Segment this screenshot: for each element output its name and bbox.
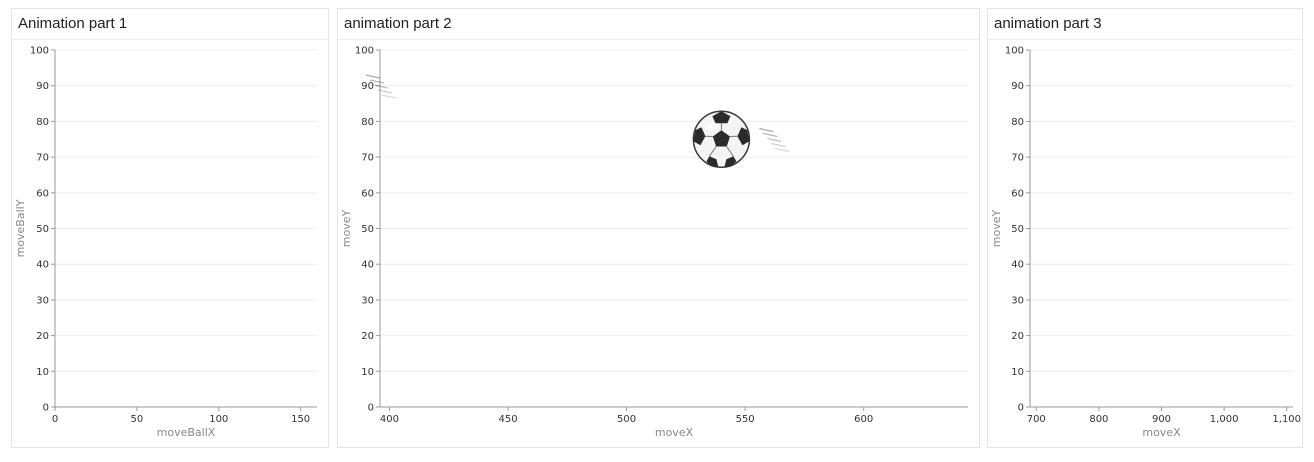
ball-patch — [737, 127, 750, 146]
x-tick-label: 450 — [498, 414, 517, 425]
trail-streak — [763, 132, 778, 138]
motion-trail — [759, 127, 790, 153]
panel-title: animation part 2 — [344, 15, 452, 32]
x-tick-label: 550 — [736, 414, 755, 425]
chart-panel-1: Animation part 1 0 10 20 30 40 50 60 70 80 90 100 0… — [11, 8, 329, 448]
panel-divider — [988, 39, 1302, 40]
trail-streak — [381, 94, 396, 99]
y-tick-label: 90 — [361, 81, 374, 92]
trail-streak — [373, 84, 388, 89]
ball-seam — [709, 146, 717, 157]
x-tick-label: 1,000 — [1210, 414, 1239, 425]
x-tick-label: 600 — [854, 414, 873, 425]
panel-divider — [12, 39, 328, 40]
chart-panel-3: animation part 3 0 10 20 30 40 50 60 70 80 90 100 7… — [987, 8, 1303, 448]
y-tick-label: 0 — [1018, 403, 1024, 414]
trail-streak — [767, 137, 782, 143]
y-tick-label: 20 — [361, 331, 374, 342]
y-tick-label: 50 — [361, 224, 374, 235]
trail-streak — [369, 79, 384, 84]
y-tick-label: 70 — [361, 153, 374, 164]
y-tick-label: 30 — [36, 295, 49, 306]
chart-svg: 0 10 20 30 40 50 60 70 80 90 100 700 800 900 1,000 1,10… — [990, 46, 1301, 440]
chart-svg: 0 10 20 30 40 50 60 70 80 90 100 400 450 500 550 600 mov… — [340, 46, 968, 439]
x-tick-label: 100 — [209, 414, 228, 425]
y-tick-label: 50 — [1011, 224, 1024, 235]
y-tick-label: 40 — [36, 260, 49, 271]
y-tick-label: 60 — [361, 188, 374, 199]
y-axis-title: moveY — [340, 210, 353, 248]
y-tick-label: 90 — [36, 81, 49, 92]
ball-patch — [712, 111, 731, 124]
trail-streak — [771, 142, 786, 148]
ball-highlight — [705, 122, 720, 131]
y-tick-label: 20 — [1011, 331, 1024, 342]
y-tick-label: 10 — [36, 367, 49, 378]
y-tick-label: 60 — [1011, 188, 1024, 199]
x-tick-label: 150 — [291, 414, 310, 425]
y-tick-label: 40 — [1011, 260, 1024, 271]
y-tick-label: 70 — [36, 153, 49, 164]
ball-patch — [693, 127, 706, 146]
x-tick-label: 0 — [52, 414, 58, 425]
ball-patch — [706, 156, 719, 168]
y-axis-title: moveBallY — [14, 199, 27, 257]
y-tick-label: 100 — [30, 46, 49, 57]
panel-title: animation part 3 — [994, 15, 1102, 32]
y-tick-label: 30 — [361, 295, 374, 306]
x-axis-title: moveBallX — [157, 426, 216, 439]
chart-svg: 0 10 20 30 40 50 60 70 80 90 100 0 50 100 150 moveBallX… — [14, 46, 317, 439]
soccer-ball-icon — [692, 110, 751, 168]
x-axis-title: moveX — [1142, 426, 1181, 439]
y-tick-label: 80 — [1011, 117, 1024, 128]
trail-streak — [365, 74, 380, 79]
y-tick-label: 100 — [355, 46, 374, 57]
x-tick-label: 400 — [380, 414, 399, 425]
trail-streak — [377, 89, 392, 94]
ball-patch — [712, 130, 731, 147]
y-tick-label: 60 — [36, 188, 49, 199]
trail-streak — [775, 147, 790, 153]
ball-seam — [726, 146, 734, 157]
panel-title: Animation part 1 — [18, 15, 128, 32]
y-axis-title: moveY — [990, 210, 1003, 248]
x-tick-label: 700 — [1027, 414, 1046, 425]
y-tick-label: 30 — [1011, 295, 1024, 306]
y-tick-label: 80 — [361, 117, 374, 128]
y-tick-label: 40 — [361, 260, 374, 271]
y-tick-label: 100 — [1005, 46, 1024, 57]
y-tick-label: 0 — [43, 403, 49, 414]
y-tick-label: 10 — [361, 367, 374, 378]
y-tick-label: 70 — [1011, 153, 1024, 164]
y-tick-label: 10 — [1011, 367, 1024, 378]
y-tick-label: 0 — [368, 403, 374, 414]
x-tick-label: 1,100 — [1272, 414, 1301, 425]
x-tick-label: 900 — [1152, 414, 1171, 425]
ball-patch — [724, 156, 737, 168]
motion-trail — [365, 74, 396, 99]
y-tick-label: 90 — [1011, 81, 1024, 92]
x-tick-label: 50 — [131, 414, 144, 425]
y-tick-label: 20 — [36, 331, 49, 342]
x-tick-label: 500 — [617, 414, 636, 425]
chart-panel-2: animation part 2 0 10 20 30 40 50 60 70 80 90 100 4… — [337, 8, 980, 448]
panel-divider — [338, 39, 979, 40]
trail-streak — [759, 127, 774, 133]
y-tick-label: 80 — [36, 117, 49, 128]
x-axis-title: moveX — [655, 426, 694, 439]
x-tick-label: 800 — [1089, 414, 1108, 425]
y-tick-label: 50 — [36, 224, 49, 235]
